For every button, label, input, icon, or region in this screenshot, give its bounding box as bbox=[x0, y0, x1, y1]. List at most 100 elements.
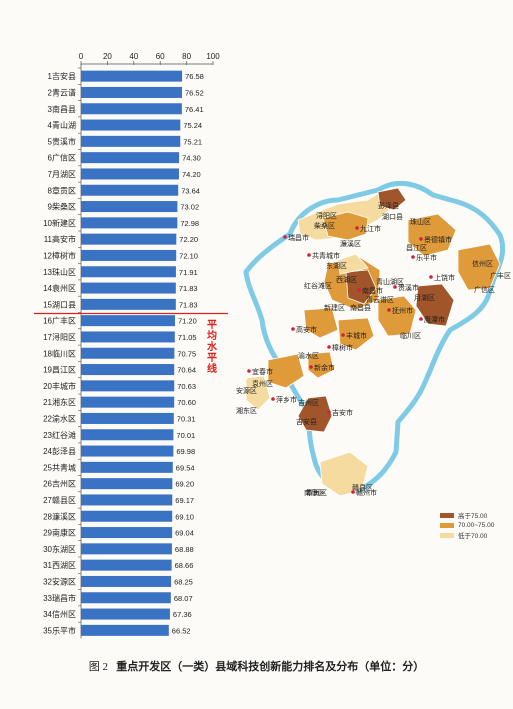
map-region-label: 新建区 bbox=[324, 303, 345, 312]
city-marker bbox=[327, 345, 331, 349]
city-marker bbox=[291, 327, 295, 331]
bar bbox=[81, 135, 181, 147]
value-label: 76.52 bbox=[185, 88, 204, 97]
category-label: 9柴桑区 bbox=[48, 202, 76, 212]
map-region-label: 月湖区 bbox=[414, 293, 435, 302]
bar bbox=[81, 364, 175, 376]
map-region-label: 萍乡市 bbox=[276, 395, 297, 404]
bar bbox=[81, 478, 173, 490]
city-marker bbox=[419, 237, 423, 241]
yingtan-high bbox=[415, 283, 455, 327]
average-line-label: 平均水平线 bbox=[207, 320, 217, 375]
bar bbox=[81, 217, 178, 229]
city-marker bbox=[327, 410, 331, 414]
city-marker bbox=[309, 365, 313, 369]
bar bbox=[81, 201, 178, 213]
value-label: 69.17 bbox=[175, 496, 194, 505]
city-marker bbox=[247, 369, 251, 373]
x-tick-label: 80 bbox=[182, 52, 191, 61]
jiujiang-mid bbox=[322, 211, 369, 241]
value-label: 70.75 bbox=[177, 349, 196, 358]
map-region-label: 共青城市 bbox=[312, 251, 340, 260]
legend-swatch bbox=[440, 522, 454, 528]
city-marker bbox=[393, 285, 397, 289]
category-label: 25共青城 bbox=[43, 462, 76, 472]
map-region-label: 丰城市 bbox=[346, 331, 367, 340]
category-label: 5贵溪市 bbox=[48, 136, 76, 146]
category-label: 29南康区 bbox=[43, 528, 76, 538]
value-label: 68.88 bbox=[175, 545, 194, 554]
bar bbox=[81, 168, 179, 180]
category-label: 3南昌县 bbox=[48, 104, 76, 114]
category-label: 12樟树市 bbox=[43, 250, 76, 260]
region-shapes bbox=[245, 187, 501, 497]
bar bbox=[81, 298, 176, 310]
bar bbox=[81, 282, 176, 294]
value-label: 69.10 bbox=[175, 512, 194, 521]
value-label: 71.20 bbox=[178, 317, 197, 326]
category-label: 32安源区 bbox=[43, 576, 76, 586]
map-region-label: 贵溪市 bbox=[398, 283, 419, 292]
bar bbox=[81, 592, 171, 604]
category-label: 1吉安县 bbox=[48, 71, 76, 81]
category-label: 16广丰区 bbox=[43, 316, 76, 326]
jian-high bbox=[297, 395, 333, 433]
value-label: 71.05 bbox=[178, 333, 197, 342]
bar bbox=[81, 331, 175, 343]
value-label: 68.25 bbox=[174, 577, 193, 586]
bar bbox=[81, 461, 173, 473]
value-label: 75.24 bbox=[183, 121, 202, 130]
map-region-label: 浔阳区 bbox=[316, 211, 337, 220]
pingxiang-light bbox=[245, 375, 271, 411]
category-label: 14袁州区 bbox=[43, 283, 76, 293]
category-label: 18临川区 bbox=[43, 348, 76, 358]
map-region-label: 吉安市 bbox=[332, 408, 353, 417]
value-label: 69.04 bbox=[175, 529, 194, 538]
map-region-label: 西湖区 bbox=[336, 275, 357, 284]
figure-caption: 图 2 重点开发区（一类）县域科技创新能力排名及分布（单位：分） bbox=[0, 658, 513, 674]
category-label: 11高安市 bbox=[44, 234, 76, 244]
bar bbox=[81, 527, 173, 539]
city-marker bbox=[355, 226, 359, 230]
city-marker bbox=[341, 333, 345, 337]
map-region-label: 南康区 bbox=[304, 488, 325, 497]
category-label: 31西湖区 bbox=[43, 561, 76, 570]
category-label: 33瑞昌市 bbox=[43, 593, 76, 603]
bar bbox=[81, 412, 174, 424]
value-label: 75.21 bbox=[183, 137, 202, 146]
bar bbox=[81, 315, 175, 327]
value-label: 72.20 bbox=[179, 235, 198, 244]
gaoan-mid bbox=[303, 307, 339, 339]
map-region-label: 湖口县 bbox=[382, 212, 403, 221]
value-label: 74.30 bbox=[182, 154, 201, 163]
legend-item: 低于70.00 bbox=[440, 530, 494, 540]
value-label: 67.36 bbox=[173, 610, 192, 619]
x-tick-label: 0 bbox=[79, 52, 84, 61]
category-label: 8章贡区 bbox=[48, 185, 76, 195]
city-marker bbox=[357, 288, 361, 292]
category-label: 2青云谱 bbox=[48, 87, 76, 97]
map-region-label: 红谷滩区 bbox=[304, 281, 332, 290]
x-tick-label: 40 bbox=[129, 52, 138, 61]
pengze-high bbox=[377, 187, 407, 211]
city-marker bbox=[283, 235, 287, 239]
map-region-label: 高安市 bbox=[296, 325, 317, 334]
bar bbox=[81, 380, 175, 392]
value-label: 72.98 bbox=[180, 219, 199, 228]
map-region-label: 乐平市 bbox=[416, 253, 437, 262]
value-label: 71.83 bbox=[179, 300, 198, 309]
bar bbox=[81, 152, 180, 164]
category-label: 21湘东区 bbox=[43, 397, 76, 407]
map-region-label: 南昌市 bbox=[362, 286, 383, 295]
value-label: 71.91 bbox=[179, 268, 198, 277]
map-region-label: 抚州市 bbox=[392, 306, 413, 315]
value-label: 70.64 bbox=[177, 366, 196, 375]
category-label: 4青山湖 bbox=[48, 120, 76, 130]
legend-item: 高于75.00 bbox=[440, 510, 494, 520]
city-marker bbox=[271, 397, 275, 401]
map-region-label: 袁州区 bbox=[252, 379, 273, 388]
bar bbox=[81, 624, 169, 636]
category-label: 13珠山区 bbox=[43, 267, 76, 277]
shangrao-mid bbox=[457, 243, 501, 291]
